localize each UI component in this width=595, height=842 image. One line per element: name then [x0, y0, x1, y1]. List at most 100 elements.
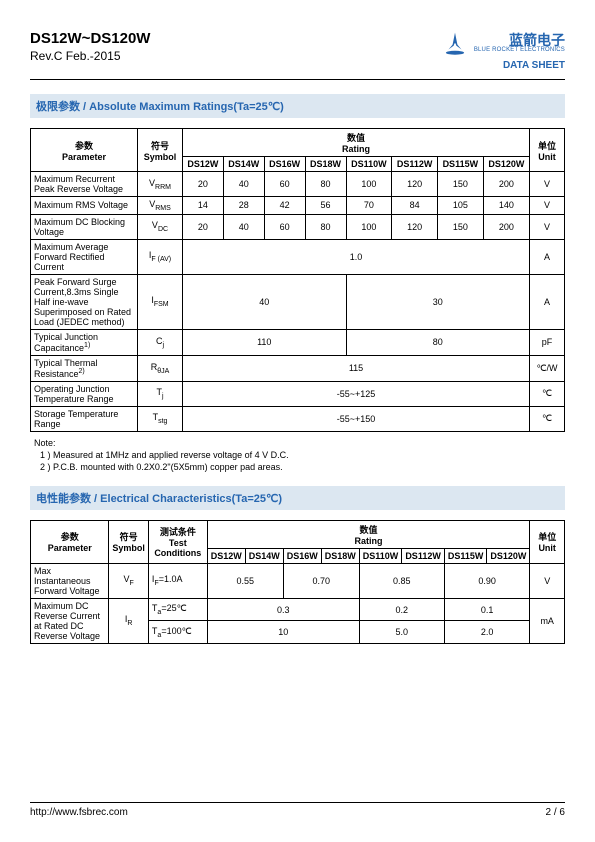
col-rating: 数值 Rating — [207, 520, 530, 548]
cell-val: 0.55 — [207, 563, 283, 598]
table-row: Typical Junction Capacitance1)Cj11080pF — [31, 329, 565, 355]
cell-symbol: VRRM — [138, 172, 183, 197]
model-header: DS110W — [359, 548, 402, 563]
logo-text-cn: 蓝箭电子 — [474, 33, 565, 47]
cell-unit: pF — [530, 329, 565, 355]
header-divider — [30, 79, 565, 80]
datasheet-label: DATA SHEET — [442, 60, 565, 71]
table-row: Maximum Average Forward Rectified Curren… — [31, 239, 565, 274]
cell-val: 40 — [223, 172, 264, 197]
col-parameter: 参数 Parameter — [31, 520, 109, 563]
cell-val: 30 — [346, 274, 530, 329]
model-header: DS112W — [402, 548, 445, 563]
cell-val: 120 — [392, 172, 438, 197]
cell-val: 105 — [437, 197, 483, 215]
cell-val: 56 — [305, 197, 346, 215]
section1-title-en: Absolute Maximum Ratings(Ta=25℃) — [89, 101, 284, 113]
cell-unit: A — [530, 274, 565, 329]
cell-val: 20 — [183, 214, 224, 239]
cell-symbol: VRMS — [138, 197, 183, 215]
cell-param: Operating Junction Temperature Range — [31, 381, 138, 406]
abs-max-ratings-table: 参数 Parameter 符号 Symbol 数值 Rating 单位 Unit… — [30, 128, 565, 432]
cell-unit: mA — [530, 598, 565, 643]
cell-param: Peak Forward Surge Current,8.3ms Single … — [31, 274, 138, 329]
table-row: Operating Junction Temperature RangeTj-5… — [31, 381, 565, 406]
cell-param: Maximum DC Blocking Voltage — [31, 214, 138, 239]
cell-val: 10 — [207, 621, 359, 644]
model-header: DS16W — [264, 157, 305, 172]
header-left: DS12W~DS120W Rev.C Feb.-2015 — [30, 30, 150, 63]
cell-unit: ℃ — [530, 381, 565, 406]
model-header: DS115W — [444, 548, 487, 563]
col-symbol: 符号 Symbol — [109, 520, 149, 563]
model-header: DS120W — [487, 548, 530, 563]
cell-unit: ℃/W — [530, 355, 565, 381]
model-header: DS112W — [392, 157, 438, 172]
rocket-logo-icon — [442, 30, 468, 56]
cell-val: 120 — [392, 214, 438, 239]
model-header: DS115W — [437, 157, 483, 172]
col-unit: 单位 Unit — [530, 129, 565, 172]
cell-val: 2.0 — [444, 621, 530, 644]
table-row: Maximum RMS VoltageVRMS14284256708410514… — [31, 197, 565, 215]
cell-symbol: IFSM — [138, 274, 183, 329]
cell-val: 5.0 — [359, 621, 444, 644]
col-conditions: 测试条件 Test Conditions — [148, 520, 207, 563]
cell-symbol: IR — [109, 598, 149, 643]
footer-page: 2 / 6 — [546, 807, 565, 818]
note-1: 1 ) Measured at 1MHz and applied reverse… — [40, 450, 565, 460]
cell-val: 80 — [305, 214, 346, 239]
cell-unit: ℃ — [530, 406, 565, 431]
cell-cond: Ta=100℃ — [148, 621, 207, 644]
footer-url: http://www.fsbrec.com — [30, 807, 128, 818]
cell-val: 14 — [183, 197, 224, 215]
cell-unit: V — [530, 172, 565, 197]
cell-val: 80 — [305, 172, 346, 197]
model-header: DS18W — [305, 157, 346, 172]
col-unit: 单位 Unit — [530, 520, 565, 563]
model-header: DS12W — [183, 157, 224, 172]
cell-param: Typical Junction Capacitance1) — [31, 329, 138, 355]
cell-param: Storage Temperature Range — [31, 406, 138, 431]
cell-param: Maximum Average Forward Rectified Curren… — [31, 239, 138, 274]
doc-title: DS12W~DS120W — [30, 30, 150, 47]
header-right: 蓝箭电子 BLUE ROCKET ELECTRONICS DATA SHEET — [442, 30, 565, 71]
cell-unit: V — [530, 214, 565, 239]
cell-val: 150 — [437, 214, 483, 239]
row-vf: Max Instantaneous Forward Voltage VF IF=… — [31, 563, 565, 598]
cell-param: Maximum Recurrent Peak Reverse Voltage — [31, 172, 138, 197]
model-header: DS18W — [321, 548, 359, 563]
cell-param: Maximum RMS Voltage — [31, 197, 138, 215]
section2-title-en: Electrical Characteristics(Ta=25℃) — [100, 493, 282, 505]
col-parameter: 参数 Parameter — [31, 129, 138, 172]
section1-title: 极限参数 / Absolute Maximum Ratings(Ta=25℃) — [30, 94, 565, 118]
cell-val: 80 — [346, 329, 530, 355]
cell-val: 0.3 — [207, 598, 359, 621]
cell-val: -55~+150 — [183, 406, 530, 431]
cell-val: 100 — [346, 214, 392, 239]
model-header: DS14W — [223, 157, 264, 172]
table-row: Maximum Recurrent Peak Reverse VoltageVR… — [31, 172, 565, 197]
cell-symbol: Tstg — [138, 406, 183, 431]
table-row: Maximum DC Blocking VoltageVDC2040608010… — [31, 214, 565, 239]
cell-val: 42 — [264, 197, 305, 215]
section1-title-cn: 极限参数 — [36, 101, 80, 113]
cell-val: 140 — [483, 197, 529, 215]
cell-val: 0.1 — [444, 598, 530, 621]
model-header: DS110W — [346, 157, 392, 172]
cell-param: Maximum DC Reverse Current at Rated DC R… — [31, 598, 109, 643]
cell-unit: V — [530, 563, 565, 598]
cell-symbol: IF (AV) — [138, 239, 183, 274]
cell-val: 40 — [223, 214, 264, 239]
logo-text-en: BLUE ROCKET ELECTRONICS — [474, 47, 565, 53]
note-label: Note: — [34, 438, 565, 448]
col-rating: 数值 Rating — [183, 129, 530, 157]
cell-symbol: VDC — [138, 214, 183, 239]
cell-val: 200 — [483, 214, 529, 239]
cell-symbol: RθJA — [138, 355, 183, 381]
cell-param: Max Instantaneous Forward Voltage — [31, 563, 109, 598]
doc-revision: Rev.C Feb.-2015 — [30, 49, 150, 63]
cell-val: 100 — [346, 172, 392, 197]
cell-val: 20 — [183, 172, 224, 197]
model-header: DS120W — [483, 157, 529, 172]
